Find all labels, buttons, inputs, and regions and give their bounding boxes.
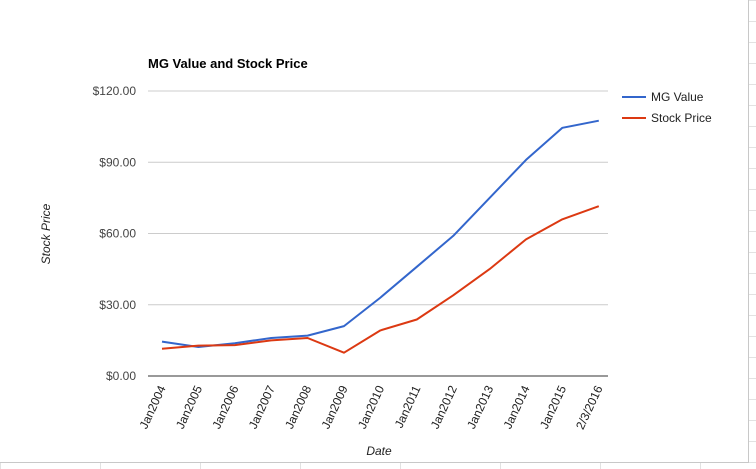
x-tick-label: Jan2011 (392, 383, 424, 430)
x-tick-label: Jan2007 (246, 383, 278, 431)
legend: MG Value Stock Price (622, 90, 712, 125)
series-line (161, 119, 599, 348)
gridlines (148, 90, 608, 306)
y-axis-label: Stock Price (39, 203, 53, 264)
y-tick-label: $30.00 (99, 298, 136, 312)
x-tick-label: Jan2012 (428, 383, 460, 431)
legend-label: Stock Price (651, 111, 712, 125)
x-tick-label: Jan2010 (355, 383, 387, 431)
line-chart: MG Value and Stock Price $0.00 $30.00 $60.… (39, 56, 712, 458)
y-tick-label: $120.00 (93, 84, 137, 98)
x-tick-label: Jan2004 (137, 383, 169, 431)
y-tick-label: $60.00 (99, 227, 136, 241)
x-tick-label: 2/3/2016 (573, 383, 606, 432)
y-tick-label: $90.00 (99, 155, 136, 169)
x-axis-label: Date (366, 444, 392, 458)
x-tick-label: Jan2005 (173, 383, 205, 431)
x-tick-label: Jan2009 (319, 383, 351, 431)
x-tick-label: Jan2008 (282, 383, 314, 431)
x-tick-label: Jan2014 (501, 383, 533, 431)
chart-title: MG Value and Stock Price (148, 56, 308, 71)
series-line (161, 205, 600, 354)
series-lines (161, 119, 600, 354)
chart-container[interactable]: MG Value and Stock Price $0.00 $30.00 $60.… (0, 0, 749, 463)
x-axis-ticks: Jan2004 Jan2005 Jan2006 Jan2007 Jan2008 Jan20… (137, 383, 606, 432)
y-axis-ticks: $0.00 $30.00 $60.00 $90.00 $120.00 (93, 84, 137, 383)
x-tick-label: Jan2006 (209, 383, 241, 431)
y-tick-label: $0.00 (106, 369, 136, 383)
x-tick-label: Jan2013 (464, 383, 496, 431)
legend-label: MG Value (651, 90, 704, 104)
x-tick-label: Jan2015 (537, 383, 569, 431)
